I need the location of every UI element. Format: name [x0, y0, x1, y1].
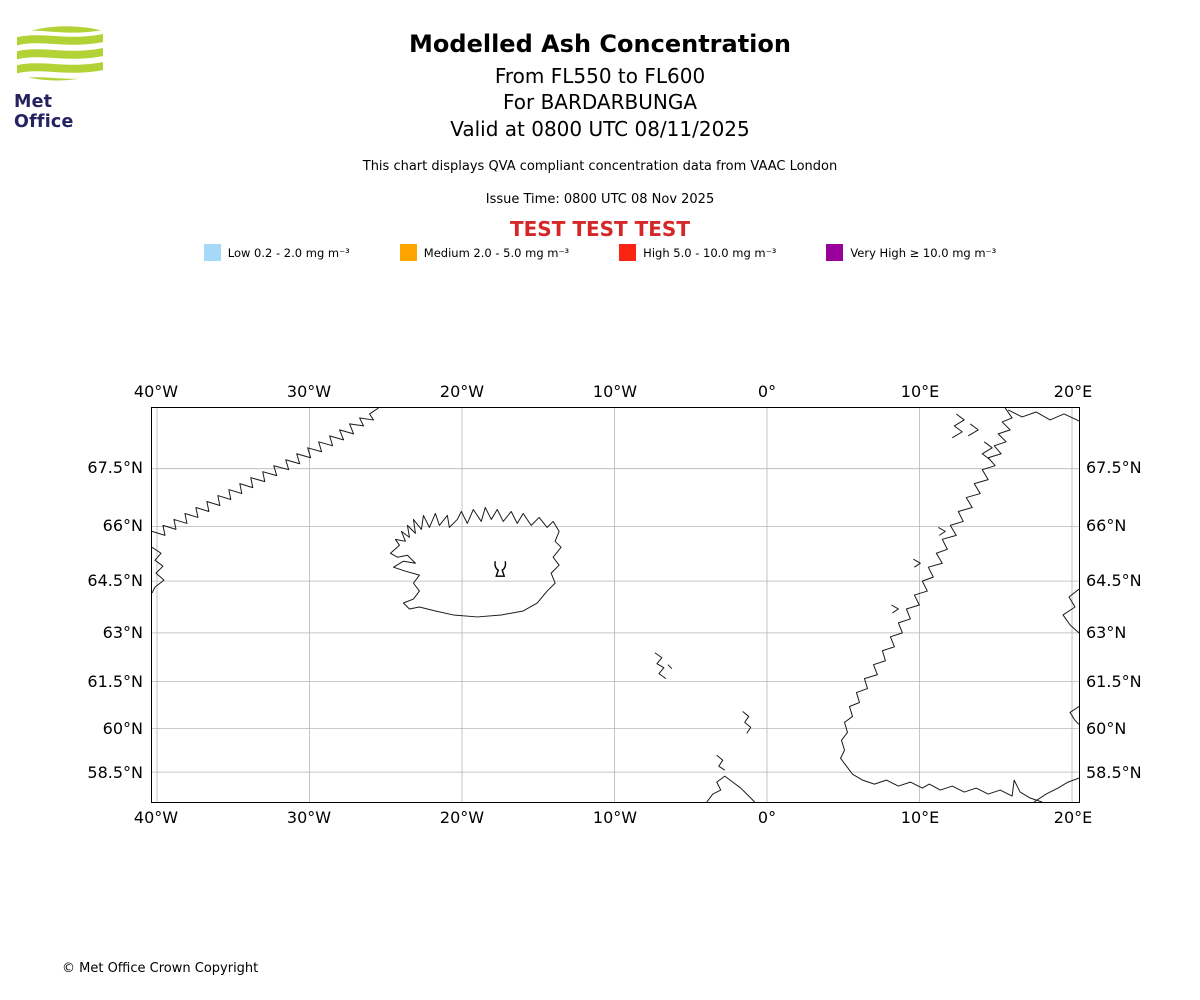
lon-tick-top: 40°W — [133, 382, 179, 401]
legend-item-high: High 5.0 - 10.0 mg m⁻³ — [619, 244, 776, 261]
lat-tick-right: 58.5°N — [1086, 763, 1142, 782]
volcano-marker — [494, 561, 507, 577]
lon-tick-bottom: 10°W — [592, 808, 638, 827]
legend-label-low: Low 0.2 - 2.0 mg m⁻³ — [227, 245, 350, 260]
page-title: Modelled Ash Concentration — [409, 30, 791, 58]
lat-tick-right: 66°N — [1086, 516, 1127, 535]
subtitle-flight-levels: From FL550 to FL600 — [494, 64, 706, 88]
map-canvas — [152, 408, 1079, 802]
coastline-lofoten — [952, 413, 965, 439]
lon-tick-top: 20°E — [1053, 382, 1093, 401]
met-office-logo-text: Met Office — [14, 92, 74, 132]
coastline-scotland — [706, 775, 756, 802]
issue-time: Issue Time: 0800 UTC 08 Nov 2025 — [485, 192, 715, 207]
coastline-vesteralen — [981, 441, 993, 461]
coastline-greenland-edge — [152, 546, 165, 594]
coastline-greenland — [152, 408, 379, 536]
coastline-orkney — [716, 754, 726, 771]
test-banner: TEST TEST TEST — [510, 217, 690, 241]
legend-item-low: Low 0.2 - 2.0 mg m⁻³ — [203, 244, 350, 261]
legend-label-medium: Medium 2.0 - 5.0 mg m⁻³ — [423, 245, 570, 260]
coastline-shetland — [742, 711, 752, 734]
lon-tick-bottom: 10°E — [900, 808, 940, 827]
legend-item-medium: Medium 2.0 - 5.0 mg m⁻³ — [399, 244, 570, 261]
lon-tick-bottom: 40°W — [133, 808, 179, 827]
lat-tick-right: 67.5°N — [1086, 458, 1142, 477]
lon-tick-bottom: 20°W — [439, 808, 485, 827]
lon-tick-top: 10°E — [900, 382, 940, 401]
lat-tick-left: 63°N — [102, 623, 143, 642]
legend: Low 0.2 - 2.0 mg m⁻³ Medium 2.0 - 5.0 mg… — [0, 244, 1200, 261]
coastline-faroes — [654, 652, 667, 680]
grid-lines — [152, 408, 1079, 802]
met-office-logo: Met Office — [14, 22, 114, 132]
legend-swatch-low — [203, 244, 221, 261]
lat-tick-left: 60°N — [102, 719, 143, 738]
legend-item-very-high: Very High ≥ 10.0 mg m⁻³ — [826, 244, 996, 261]
lat-tick-right: 60°N — [1086, 719, 1127, 738]
coastline-sweden-bothnia — [1062, 588, 1079, 634]
lat-tick-left: 66°N — [102, 516, 143, 535]
lat-tick-right: 64.5°N — [1086, 571, 1142, 590]
met-office-flag-icon — [17, 26, 103, 81]
coastline-right-edge-island — [1069, 706, 1079, 725]
coastline-iceland — [389, 506, 562, 618]
subtitle-volcano: For BARDARBUNGA — [502, 90, 698, 114]
legend-swatch-very-high — [826, 244, 844, 261]
lon-tick-top: 20°W — [439, 382, 485, 401]
coastlines — [152, 408, 1079, 802]
coastline-norway — [840, 408, 1043, 802]
qva-note: This chart displays QVA compliant concen… — [362, 159, 838, 174]
legend-swatch-medium — [399, 244, 417, 261]
lat-tick-left: 67.5°N — [87, 458, 143, 477]
lon-tick-top: 10°W — [592, 382, 638, 401]
subtitle-valid-time: Valid at 0800 UTC 08/11/2025 — [450, 117, 750, 141]
legend-label-high: High 5.0 - 10.0 mg m⁻³ — [643, 245, 777, 260]
lon-tick-top: 30°W — [286, 382, 332, 401]
coastline-island-3 — [891, 604, 899, 614]
legend-swatch-high — [619, 244, 637, 261]
lat-tick-left: 61.5°N — [87, 672, 143, 691]
lon-tick-bottom: 0° — [757, 808, 777, 827]
lon-tick-top: 0° — [757, 382, 777, 401]
lat-tick-right: 63°N — [1086, 623, 1127, 642]
coastline-island-2 — [913, 558, 921, 568]
coastline-island-1 — [938, 526, 946, 536]
lat-tick-left: 64.5°N — [87, 571, 143, 590]
coastline-sweden-west — [1033, 777, 1079, 802]
copyright-text: © Met Office Crown Copyright — [62, 961, 259, 976]
lon-tick-bottom: 30°W — [286, 808, 332, 827]
lat-tick-left: 58.5°N — [87, 763, 143, 782]
map-plot-area — [151, 407, 1080, 803]
coastline-faroes-islet — [667, 664, 673, 670]
legend-label-very-high: Very High ≥ 10.0 mg m⁻³ — [850, 245, 997, 260]
coastline-lofoten-2 — [967, 423, 979, 437]
lon-tick-bottom: 20°E — [1053, 808, 1093, 827]
coastline-norway-north — [1007, 409, 1079, 422]
lat-tick-right: 61.5°N — [1086, 672, 1142, 691]
